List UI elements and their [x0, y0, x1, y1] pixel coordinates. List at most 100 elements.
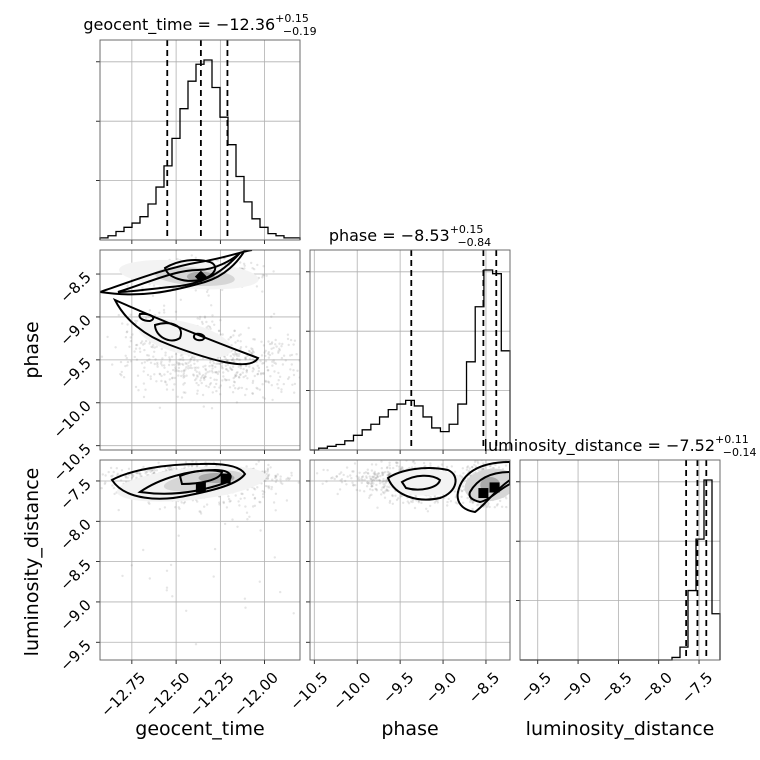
contour-line	[468, 470, 510, 504]
sample-point	[211, 364, 214, 367]
sample-point	[237, 365, 240, 368]
sample-point	[460, 489, 464, 493]
sample-point	[190, 254, 193, 257]
sample-point	[214, 365, 217, 369]
sample-point	[267, 352, 270, 355]
sample-point	[207, 294, 210, 297]
sample-point	[482, 462, 485, 465]
sample-point	[197, 383, 200, 387]
sample-point	[363, 472, 366, 475]
sample-point	[116, 472, 120, 475]
sample-point	[120, 469, 124, 472]
sample-point	[146, 373, 150, 377]
sample-point	[183, 375, 186, 378]
sample-point	[351, 481, 354, 484]
sample-point	[259, 529, 262, 532]
sample-point	[345, 483, 348, 486]
title-phase: phase = −8.53+0.15 −0.84	[329, 223, 491, 249]
y-tick-label: −8.5	[56, 268, 94, 306]
sample-point	[386, 473, 389, 477]
panel-geocent_time-hist	[96, 39, 301, 244]
sample-point	[173, 376, 176, 380]
sample-point	[338, 472, 341, 476]
sample-point	[210, 364, 213, 367]
sample-point	[349, 474, 352, 477]
sample-point	[239, 373, 242, 376]
sample-point	[169, 372, 172, 375]
sample-point	[271, 360, 274, 363]
sample-point	[199, 315, 202, 319]
contour-line	[110, 462, 247, 500]
panel-border	[99, 459, 301, 661]
sample-point	[256, 372, 260, 376]
contour-line	[456, 460, 510, 514]
y-axis-title-phase: phase	[21, 321, 43, 378]
sample-point	[239, 333, 242, 336]
sample-point	[396, 461, 399, 465]
sample-point	[135, 343, 138, 347]
sample-point	[273, 556, 276, 559]
sample-point	[120, 374, 123, 377]
sample-point	[153, 346, 156, 349]
sample-point	[493, 506, 496, 509]
sample-point	[236, 387, 240, 390]
x-tick-label: −12.00	[230, 669, 282, 721]
sample-point	[148, 358, 151, 361]
sample-point	[112, 470, 115, 474]
sample-point	[371, 475, 374, 478]
sample-point	[276, 473, 279, 476]
sample-point	[381, 473, 384, 477]
sample-point	[473, 463, 476, 467]
sample-point	[381, 481, 384, 484]
sample-point	[148, 342, 151, 345]
sample-point	[202, 376, 206, 380]
sample-point	[355, 488, 358, 492]
sample-point	[378, 482, 382, 485]
sample-point	[429, 504, 432, 508]
sample-point	[125, 356, 128, 360]
sample-point	[270, 341, 274, 344]
sample-point	[174, 366, 177, 369]
sample-point	[289, 368, 292, 371]
sample-point	[281, 482, 284, 485]
sample-point	[193, 378, 197, 382]
sample-point	[382, 486, 386, 489]
sample-point	[184, 361, 187, 365]
panel-luminosity_distance-hist: −9.5 −9.0 −8.5 −8.0 −7.5	[516, 459, 721, 707]
sample-point	[177, 506, 180, 509]
sample-point	[233, 375, 237, 378]
sample-point	[374, 477, 378, 480]
sample-point	[181, 362, 184, 366]
sample-point	[278, 342, 281, 345]
sample-point	[180, 374, 183, 378]
sample-point	[182, 383, 185, 386]
sample-point	[474, 465, 478, 468]
sample-point	[218, 329, 221, 333]
sample-point	[194, 289, 197, 292]
sample-point	[381, 491, 385, 494]
x-tick-label: −9.0	[557, 669, 595, 707]
sample-point	[270, 485, 274, 489]
sample-point	[231, 359, 234, 362]
sample-point	[340, 471, 343, 474]
sample-point	[257, 370, 260, 373]
sample-point	[149, 377, 152, 381]
sample-point	[261, 274, 264, 277]
sample-point	[142, 395, 146, 399]
sample-point	[113, 492, 116, 496]
sample-point	[231, 353, 235, 356]
sample-point	[204, 372, 207, 375]
sample-point	[371, 488, 374, 492]
sample-point	[267, 474, 270, 477]
sample-point	[182, 391, 185, 394]
sample-point	[217, 370, 221, 373]
sample-point	[210, 304, 213, 307]
sample-point	[259, 373, 263, 376]
sample-point	[211, 359, 215, 363]
y-tick-label: −10.5	[50, 440, 95, 485]
sample-point	[205, 290, 209, 294]
sample-point	[218, 362, 221, 365]
sample-point	[219, 333, 222, 336]
sample-point	[477, 469, 480, 472]
sample-point	[264, 379, 267, 383]
